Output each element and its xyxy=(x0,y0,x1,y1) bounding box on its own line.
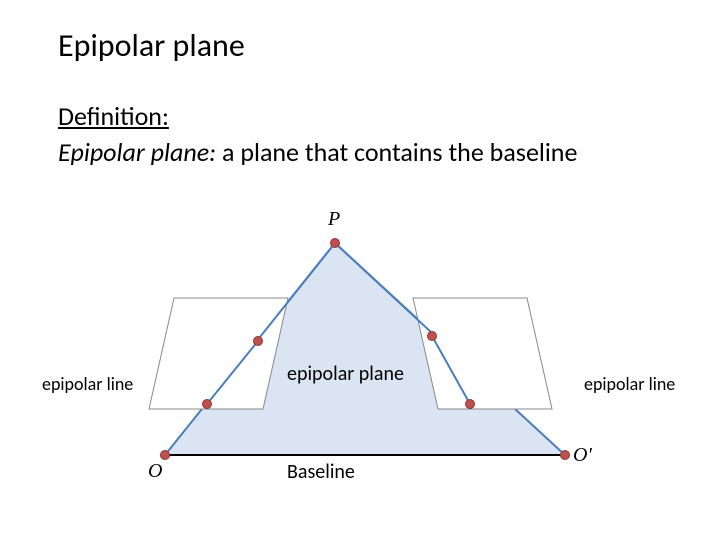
right-image-plane xyxy=(413,298,552,409)
epipolar-diagram xyxy=(0,0,720,540)
label-baseline: Baseline xyxy=(287,460,355,484)
left-image-point-dot xyxy=(254,337,263,346)
right-epipole-dot xyxy=(466,400,475,409)
label-epipolar-plane: epipolar plane xyxy=(287,362,404,386)
left-epipole-dot xyxy=(203,400,212,409)
label-epipolar-line-right: epipolar line xyxy=(584,373,675,395)
point-p-dot xyxy=(331,239,340,248)
label-o: O xyxy=(148,460,162,483)
label-epipolar-line-left: epipolar line xyxy=(42,373,133,395)
label-p: P xyxy=(328,208,340,231)
point-oprime-dot xyxy=(561,451,570,460)
slide: Epipolar plane Definition: Epipolar plan… xyxy=(0,0,720,540)
point-o-dot xyxy=(161,451,170,460)
left-image-plane xyxy=(149,298,288,409)
label-oprime: O' xyxy=(573,444,592,467)
right-image-point-dot xyxy=(428,332,437,341)
